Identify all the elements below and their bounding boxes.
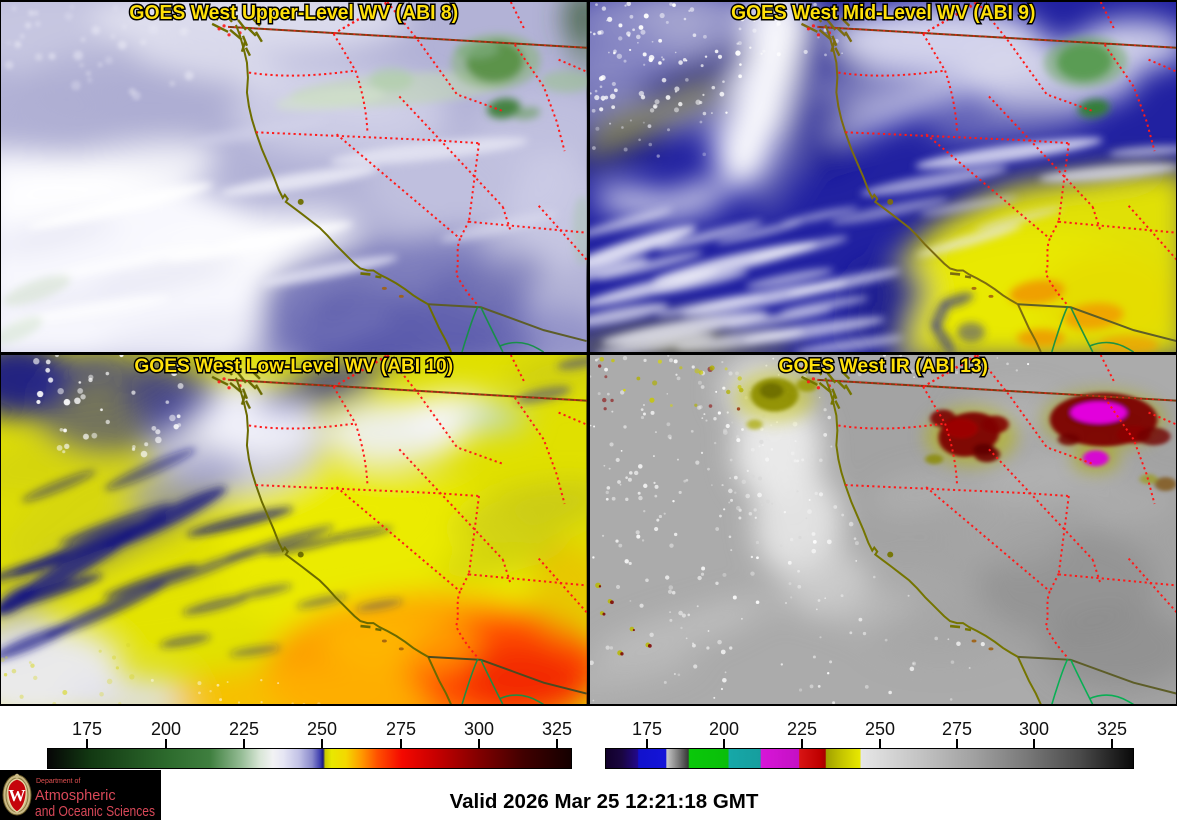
svg-text:GOES West Mid-Level WV (ABI 9): GOES West Mid-Level WV (ABI 9) [731, 2, 1035, 24]
svg-text:GOES West Low-Level WV (ABI 10: GOES West Low-Level WV (ABI 10) [134, 355, 453, 377]
svg-text:GOES West IR (ABI 13): GOES West IR (ABI 13) [778, 355, 987, 377]
svg-text:Atmospheric: Atmospheric [35, 788, 116, 804]
svg-text:and Oceanic Sciences: and Oceanic Sciences [35, 804, 155, 820]
svg-text:GOES West Upper-Level WV (ABI: GOES West Upper-Level WV (ABI 8) [129, 2, 458, 24]
svg-text:Department of: Department of [36, 778, 80, 785]
svg-text:W: W [9, 786, 26, 805]
